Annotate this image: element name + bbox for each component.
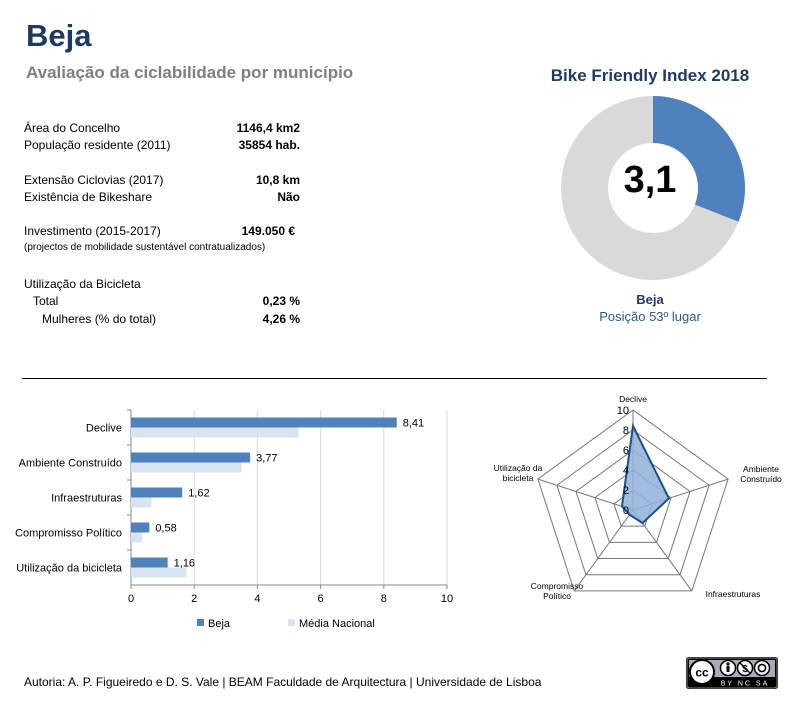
bar-category-label: Utilização da bicicleta bbox=[16, 563, 123, 575]
info-population-label: População residente (2011) bbox=[24, 138, 171, 152]
info-investment-value: 149.050 € bbox=[241, 224, 295, 238]
legend-swatch-beja bbox=[197, 619, 204, 626]
index-rank: Posição 53º lugar bbox=[599, 309, 701, 324]
bar-national bbox=[131, 427, 299, 438]
legend-label-national: Média Nacional bbox=[299, 618, 375, 630]
bar-chart-bars bbox=[131, 417, 397, 578]
info-bikeshare-value: Não bbox=[277, 190, 300, 204]
cc-license-text: BY NC SA bbox=[721, 681, 770, 688]
radar-axis-label: Declive bbox=[619, 394, 647, 404]
legend-label-beja: Beja bbox=[208, 618, 231, 630]
radar-axis-label-line: Ambiente bbox=[743, 464, 779, 474]
radar-series-beja bbox=[620, 422, 671, 525]
bar-x-tick-label: 6 bbox=[318, 593, 324, 605]
page-title: Beja bbox=[26, 18, 92, 53]
bar-category-label: Compromisso Político bbox=[15, 528, 122, 540]
bar-national bbox=[131, 532, 143, 543]
radar-axis-label-line: bicicleta bbox=[503, 473, 534, 483]
index-donut-chart bbox=[561, 96, 745, 280]
bar-beja bbox=[131, 417, 397, 428]
info-population-value: 35854 hab. bbox=[238, 138, 300, 152]
radar-axis-label: Compromisso Político bbox=[531, 581, 584, 601]
info-cycleways-value: 10,8 km bbox=[255, 173, 300, 187]
radar-axis-label: Utilização da bicicleta bbox=[494, 463, 543, 483]
info-investment-note: (projectos de mobilidade sustentável con… bbox=[24, 242, 266, 253]
info-bike-use-women-value: 4,26 % bbox=[262, 312, 300, 326]
radar-axis-label-line: Político bbox=[543, 591, 571, 601]
bar-category-label: Infraestruturas bbox=[51, 493, 122, 505]
info-area-value: 1146,4 km2 bbox=[236, 121, 300, 135]
bar-chart-labels: 0 2 4 6 8 10 Declive 8,41 Ambiente Construído 3,7… bbox=[15, 418, 453, 606]
radar-tick-label: 10 bbox=[617, 405, 629, 417]
radar-axis-label-line: Utilização da bbox=[494, 463, 543, 473]
bar-data-label: 1,62 bbox=[188, 488, 209, 500]
radar-series bbox=[620, 422, 671, 525]
info-bike-use-title-label: Utilização da Bicicleta bbox=[24, 277, 141, 291]
donut-slice-1 bbox=[561, 96, 739, 280]
radar-axis-label-line: Infraestruturas bbox=[706, 589, 761, 599]
bar-beja bbox=[131, 557, 168, 568]
legend-swatch-national bbox=[288, 619, 295, 626]
bar-data-label: 3,77 bbox=[256, 453, 277, 465]
bar-data-label: 1,16 bbox=[174, 558, 195, 570]
radar-tick-label: 6 bbox=[623, 445, 629, 457]
bar-x-tick-label: 0 bbox=[128, 593, 134, 605]
bar-beja bbox=[131, 522, 150, 533]
radar-axis-label: Infraestruturas bbox=[706, 589, 761, 599]
info-bike-use-total-value: 0,23 % bbox=[262, 294, 300, 308]
bar-national bbox=[131, 497, 152, 508]
radar-tick-label: 8 bbox=[623, 425, 629, 437]
bar-x-tick-label: 8 bbox=[381, 593, 387, 605]
bar-chart: 0 2 4 6 8 10 Declive 8,41 Ambiente Construído 3,7… bbox=[15, 409, 453, 630]
radar-axis-label-line: Construído bbox=[740, 474, 782, 484]
radar-ring bbox=[575, 449, 691, 560]
bar-data-label: 8,41 bbox=[403, 418, 424, 430]
radar-tick-label: 2 bbox=[623, 485, 629, 497]
bar-x-tick-label: 2 bbox=[191, 593, 197, 605]
bar-data-label: 0,58 bbox=[155, 523, 176, 535]
footer-credits: Autoria: A. P. Figueiredo e D. S. Vale |… bbox=[24, 675, 542, 689]
cc-license-icon: cc $ BY NC SA bbox=[686, 657, 778, 689]
donut-slice-0 bbox=[653, 96, 745, 222]
bar-chart-legend: Beja Média Nacional bbox=[197, 618, 375, 630]
bar-beja bbox=[131, 487, 183, 498]
bar-x-tick-label: 10 bbox=[441, 593, 453, 605]
radar-axis-label-line: Compromisso bbox=[531, 581, 584, 591]
bar-beja bbox=[131, 452, 251, 463]
bar-x-tick-label: 4 bbox=[254, 593, 260, 605]
index-title: Bike Friendly Index 2018 bbox=[550, 66, 750, 85]
radar-axis-label: Ambiente Construído bbox=[740, 464, 782, 484]
info-bike-use-total-label: Total bbox=[33, 294, 59, 308]
bar-national bbox=[131, 462, 242, 473]
radar-spoke bbox=[573, 509, 634, 592]
radar-spoke bbox=[537, 478, 634, 511]
radar-ring bbox=[537, 409, 729, 592]
info-area-label: Área do Concelho bbox=[24, 121, 121, 135]
donut-slices bbox=[561, 96, 745, 280]
info-bikeshare-label: Existência de Bikeshare bbox=[24, 190, 153, 204]
radar-tick-label: 0 bbox=[623, 505, 629, 517]
section-divider bbox=[22, 378, 767, 379]
bar-national bbox=[131, 567, 187, 578]
bar-category-label: Ambiente Construído bbox=[19, 458, 122, 470]
svg-text:cc: cc bbox=[695, 666, 709, 680]
info-bike-use-women-label: Mulheres (% do total) bbox=[42, 312, 157, 326]
index-value: 3,1 bbox=[623, 159, 677, 201]
radar-ring bbox=[556, 429, 710, 576]
svg-text:$: $ bbox=[742, 664, 748, 675]
radar-tick-label: 4 bbox=[623, 465, 629, 477]
bar-category-label: Declive bbox=[86, 423, 122, 435]
index-municipality: Beja bbox=[636, 292, 664, 307]
page-subtitle: Avaliação da ciclabilidade por município bbox=[26, 63, 354, 82]
info-cycleways-label: Extensão Ciclovias (2017) bbox=[24, 173, 164, 187]
info-investment-label: Investimento (2015-2017) bbox=[24, 224, 161, 238]
radar-axis-label-line: Declive bbox=[619, 394, 647, 404]
